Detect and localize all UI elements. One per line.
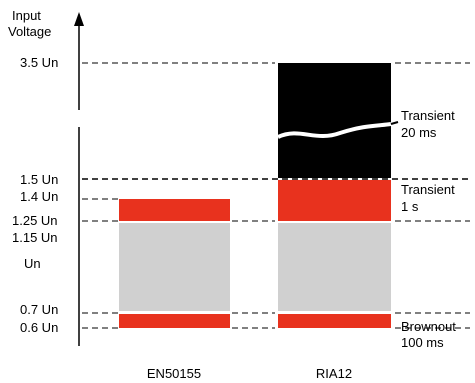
column-label-en50155: EN50155 xyxy=(147,366,201,381)
level-label-3.5un: 3.5 Un xyxy=(20,55,58,70)
level-label-0.7un: 0.7 Un xyxy=(20,302,58,317)
ria12-normal-band xyxy=(278,223,391,311)
transient-1s-label-line1: Transient xyxy=(401,182,455,197)
axis-break-wave xyxy=(277,122,392,139)
en50155-normal-band xyxy=(119,223,230,311)
brownout-label-line1: Brownout xyxy=(401,319,456,334)
axis-title-line1: Input xyxy=(12,8,41,23)
axis-arrow-icon xyxy=(74,12,84,26)
ria12-transient-1s-band xyxy=(278,180,391,221)
column-en50155 xyxy=(119,199,230,328)
level-label-1.5un: 1.5 Un xyxy=(20,172,58,187)
y-axis xyxy=(74,12,84,346)
level-label-1.15un: 1.15 Un xyxy=(12,230,58,245)
level-labels: 3.5 Un 1.5 Un 1.4 Un 1.25 Un 1.15 Un Un … xyxy=(12,55,58,335)
ria12-brownout-band xyxy=(278,314,391,328)
level-label-1.4un: 1.4 Un xyxy=(20,189,58,204)
transient-break-tick xyxy=(390,121,399,125)
en50155-undervoltage-band xyxy=(119,314,230,328)
column-label-ria12: RIA12 xyxy=(316,366,352,381)
level-label-un: Un xyxy=(24,256,41,271)
en50155-overvoltage-band xyxy=(119,199,230,221)
level-label-0.6un: 0.6 Un xyxy=(20,320,58,335)
reference-lines xyxy=(82,62,470,329)
column-ria12 xyxy=(277,63,399,328)
ria12-transient-20ms-band xyxy=(278,63,391,178)
transient-20ms-label-line2: 20 ms xyxy=(401,125,437,140)
level-label-1.25un: 1.25 Un xyxy=(12,213,58,228)
axis-title-line2: Voltage xyxy=(8,24,51,39)
brownout-label-line2: 100 ms xyxy=(401,335,444,350)
transient-1s-label-line2: 1 s xyxy=(401,199,419,214)
transient-20ms-label-line1: Transient xyxy=(401,108,455,123)
annotations: Transient 20 ms Transient 1 s Brownout 1… xyxy=(401,108,456,350)
